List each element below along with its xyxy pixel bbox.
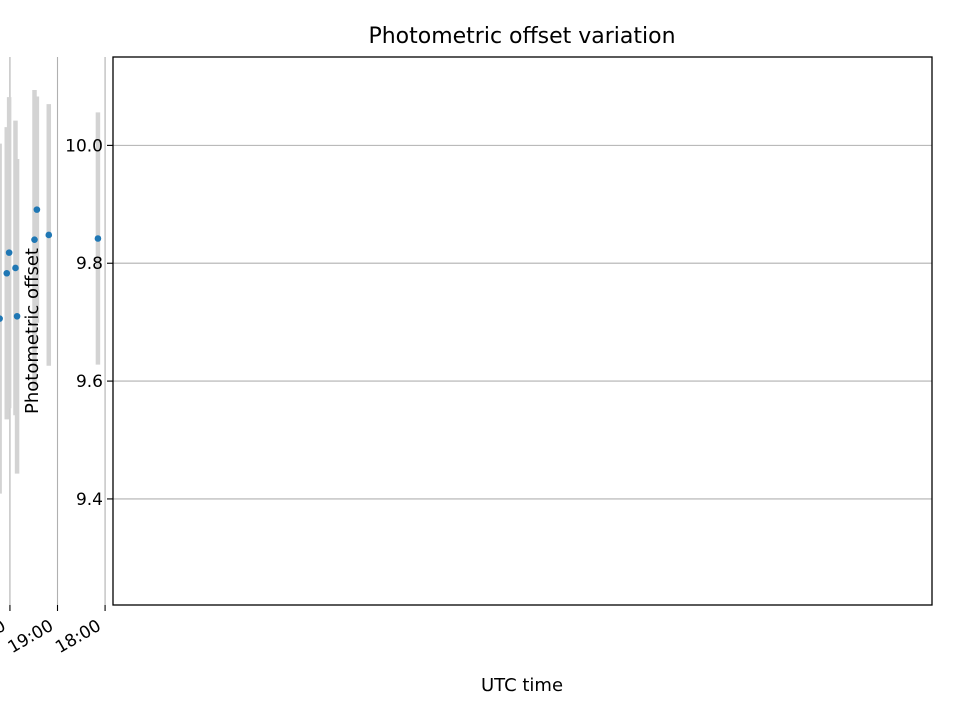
y-tick-label: 9.6 bbox=[76, 372, 103, 392]
y-axis-label: Photometric offset bbox=[22, 248, 43, 414]
data-point bbox=[45, 231, 53, 239]
data-point bbox=[0, 315, 3, 322]
data-points bbox=[0, 206, 102, 322]
chart-title: Photometric offset variation bbox=[368, 24, 675, 49]
y-tick-label: 9.8 bbox=[76, 254, 103, 274]
data-point bbox=[94, 235, 102, 242]
plot-frame bbox=[112, 56, 933, 606]
y-tick-label: 10.0 bbox=[65, 136, 103, 156]
x-axis-label: UTC time bbox=[481, 675, 563, 696]
y-axis-ticks: 9.4 9.6 9.8 10.0 bbox=[65, 136, 113, 510]
data-point bbox=[33, 206, 41, 213]
data-point bbox=[13, 312, 21, 320]
data-point bbox=[3, 269, 11, 277]
data-point bbox=[5, 249, 13, 256]
data-point bbox=[12, 264, 19, 272]
data-point bbox=[31, 236, 38, 243]
y-tick-label: 9.4 bbox=[76, 490, 103, 510]
